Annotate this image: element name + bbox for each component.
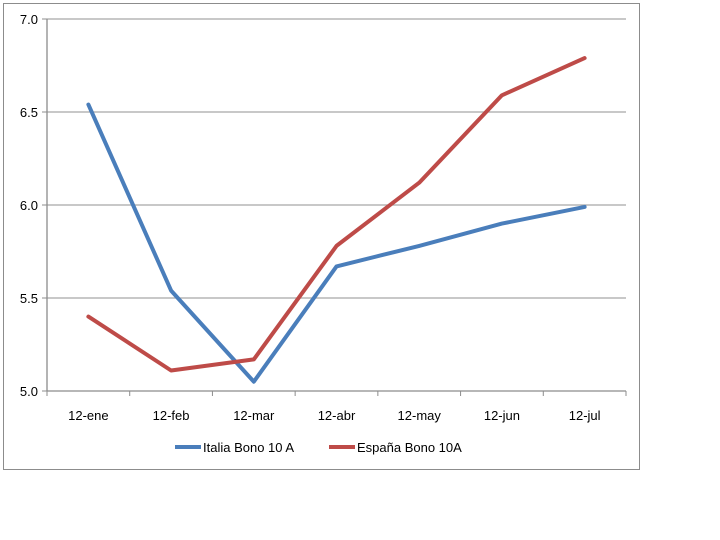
gridlines xyxy=(47,18,626,299)
series-line-2 xyxy=(86,56,587,373)
series-lines xyxy=(86,56,587,384)
legend: Italia Bono 10 A España Bono 10A xyxy=(175,440,462,455)
x-tick-label: 12-ene xyxy=(68,408,108,423)
x-tick-label: 12-jun xyxy=(484,408,520,423)
y-tick-label: 6.0 xyxy=(20,198,38,213)
x-axis-ticks: 12-ene 12-feb 12-mar 12-abr 12-may 12-jun 12-j… xyxy=(68,408,601,423)
x-tick-label: 12-jul xyxy=(569,408,601,423)
y-tick-label: 7.0 xyxy=(20,12,38,27)
y-tick-label: 6.5 xyxy=(20,105,38,120)
legend-label-1: Italia Bono 10 A xyxy=(203,440,294,455)
x-tick-label: 12-may xyxy=(398,408,442,423)
legend-label-2: España Bono 10A xyxy=(357,440,462,455)
series-line-1 xyxy=(86,102,587,384)
y-tick-label: 5.5 xyxy=(20,291,38,306)
y-axis-ticks: 5.0 5.5 6.0 6.5 7.0 xyxy=(20,12,38,399)
x-tick-label: 12-feb xyxy=(153,408,190,423)
x-tick-label: 12-mar xyxy=(233,408,275,423)
x-tick-label: 12-abr xyxy=(318,408,356,423)
axes xyxy=(42,18,627,396)
y-tick-label: 5.0 xyxy=(20,384,38,399)
